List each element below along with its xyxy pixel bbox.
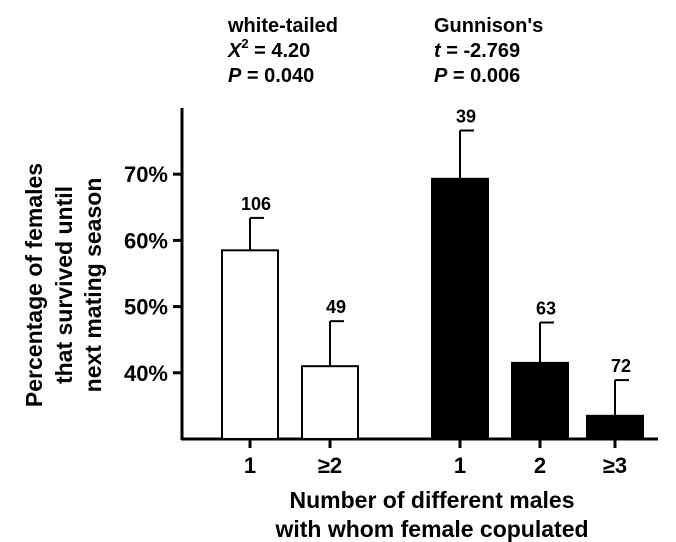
sample-size-label: 63 [536,298,556,318]
labels: 40% 50% 60% 70% 106 1 49 ≥2 39 1 63 2 72 ≥3 white-tail… [21,15,631,542]
bar [301,365,359,440]
group-title-white-tailed: white-tailed [227,15,338,37]
sample-size-label: 49 [326,297,346,317]
x-axis-label-line1: Number of different males [290,487,575,513]
chi-square-stat: X2 = 4.20 [227,36,310,62]
x-tick-label: 1 [244,453,256,478]
p-value-white-tailed: P = 0.040 [228,65,314,87]
y-axis-label-line3: next mating season [80,178,106,393]
x-tick-label: 1 [454,453,466,478]
y-tick-label: 70% [124,162,168,187]
bar [511,361,569,440]
y-tick-label: 60% [124,228,168,253]
p-value-gunnisons: P = 0.006 [434,65,520,87]
y-tick-label: 50% [124,295,168,320]
group-title-gunnisons: Gunnison's [434,15,543,37]
sample-size-label: 106 [241,194,271,214]
sample-size-label: 39 [456,107,476,127]
x-tick-label: ≥3 [603,453,627,478]
bar [221,249,279,440]
bar [431,177,489,440]
sample-size-label: 72 [611,356,631,376]
x-tick-label: 2 [534,453,546,478]
bars [221,129,644,440]
bar [586,414,644,440]
x-axis-label-line2: with whom female copulated [274,516,588,542]
y-axis-label-line2: that survived until [51,186,77,384]
x-tick-label: ≥2 [318,453,342,478]
y-axis-label-line1: Percentage of females [21,163,47,407]
t-stat: t = -2.769 [434,40,520,62]
y-tick-label: 40% [124,361,168,386]
